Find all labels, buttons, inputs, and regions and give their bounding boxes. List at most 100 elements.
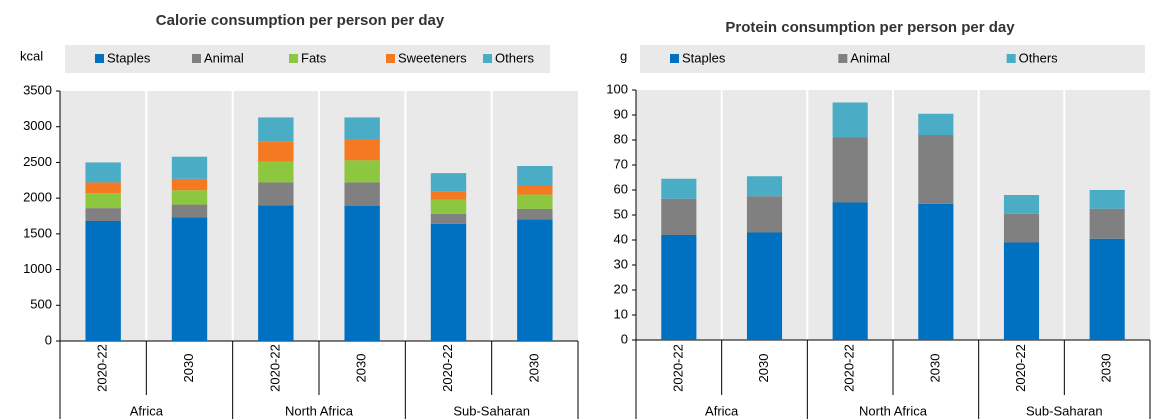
group-label: North Africa [285, 403, 354, 418]
group-label: Africa [130, 403, 164, 418]
bar-segment [832, 137, 868, 203]
y-tick-label: 0 [45, 332, 52, 347]
legend-swatch [838, 54, 848, 63]
legend-swatch [670, 54, 679, 63]
y-tick-label: 70 [614, 156, 628, 171]
bar-segment [258, 205, 294, 341]
bar-segment [258, 141, 294, 162]
bar-segment [1089, 238, 1125, 340]
bar-segment [517, 219, 553, 341]
legend-swatch [95, 54, 104, 63]
x-tick-label: 2030 [927, 354, 942, 383]
bar-segment [918, 203, 954, 340]
bar-segment [1089, 190, 1125, 209]
bar-segment [517, 208, 553, 220]
legend-swatch [289, 54, 298, 63]
y-tick-label: 50 [614, 206, 628, 221]
x-tick-label: 2020-22 [95, 344, 110, 392]
y-tick-label: 80 [614, 131, 628, 146]
bar-segment [344, 139, 380, 161]
legend-box [65, 45, 550, 73]
bar-segment [430, 191, 467, 200]
y-tick-label: 0 [621, 331, 628, 346]
bar-segment [430, 213, 467, 224]
legend-swatch [192, 54, 201, 63]
bar-segment [171, 190, 208, 205]
x-tick-label: 2020-22 [440, 344, 455, 392]
x-tick-label: 2020-22 [842, 344, 857, 392]
bar-segment [171, 156, 208, 179]
y-tick-label: 2000 [23, 190, 52, 205]
group-label: Sub-Saharan [1026, 403, 1103, 418]
x-tick-label: 2030 [756, 354, 771, 383]
bar-segment [430, 199, 467, 214]
legend-box [640, 45, 1145, 73]
group-label: North Africa [859, 403, 928, 418]
y-axis-label: g [620, 48, 627, 63]
bar-segment [344, 117, 380, 140]
x-tick-label: 2020-22 [670, 344, 685, 392]
bar-segment [517, 186, 553, 195]
bar-segment [746, 176, 783, 197]
bar-segment [258, 117, 294, 142]
bar-segment [517, 194, 553, 209]
group-label: Sub-Saharan [453, 403, 530, 418]
chart-title: Calorie consumption per person per day [156, 12, 445, 29]
legend-label: Staples [682, 50, 726, 65]
bar-segment [918, 135, 954, 204]
bar-segment [832, 202, 868, 340]
y-tick-label: 500 [30, 297, 52, 312]
legend-label: Others [1019, 50, 1059, 65]
bar-segment [85, 221, 121, 341]
bar-segment [430, 223, 467, 341]
x-tick-label: 2020-22 [1013, 344, 1028, 392]
bar-segment [258, 161, 294, 183]
y-tick-label: 40 [614, 231, 628, 246]
y-tick-label: 2500 [23, 154, 52, 169]
x-tick-label: 2030 [1099, 354, 1114, 383]
bar-segment [85, 193, 121, 209]
legend-swatch [1006, 54, 1016, 63]
chart-title: Protein consumption per person per day [725, 19, 1015, 36]
x-tick-label: 2030 [526, 354, 541, 383]
bar-segment [1089, 208, 1125, 239]
y-tick-label: 90 [614, 106, 628, 121]
x-tick-label: 2030 [354, 354, 369, 383]
bar-segment [344, 182, 380, 206]
legend-label: Others [495, 50, 535, 65]
bar-segment [1003, 195, 1040, 214]
bar-segment [832, 102, 868, 138]
y-tick-label: 3000 [23, 118, 52, 133]
y-tick-label: 60 [614, 181, 628, 196]
x-tick-label: 2020-22 [267, 344, 282, 392]
bar-segment [171, 204, 208, 218]
legend-label: Animal [850, 50, 890, 65]
bar-segment [661, 235, 697, 340]
bar-segment [746, 232, 783, 340]
bar-segment [517, 166, 553, 186]
bar-segment [746, 196, 783, 233]
group-label: Africa [705, 403, 739, 418]
bar-segment [661, 198, 697, 235]
bar-segment [85, 208, 121, 221]
x-tick-label: 2030 [181, 354, 196, 383]
bar-segment [1003, 242, 1040, 340]
bar-segment [171, 178, 208, 191]
bar-segment [1003, 213, 1040, 243]
legend-swatch [386, 54, 395, 63]
y-tick-label: 1000 [23, 261, 52, 276]
legend-label: Sweeteners [398, 50, 467, 65]
bar-segment [85, 182, 121, 194]
legend-label: Fats [301, 50, 327, 65]
bar-segment [171, 217, 208, 341]
y-tick-label: 30 [614, 256, 628, 271]
bar-segment [344, 206, 380, 341]
y-tick-label: 20 [614, 281, 628, 296]
y-tick-label: 10 [614, 306, 628, 321]
legend-label: Animal [204, 50, 244, 65]
bar-segment [85, 162, 121, 183]
bar-segment [258, 182, 294, 206]
legend-swatch [483, 54, 492, 63]
legend-label: Staples [107, 50, 151, 65]
